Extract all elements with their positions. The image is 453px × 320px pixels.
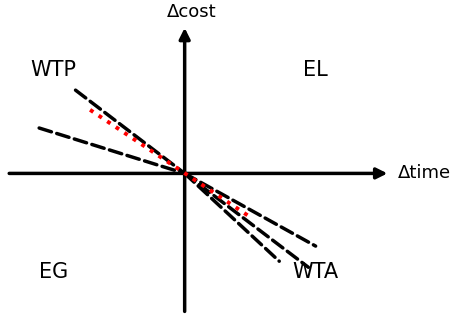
Text: WTP: WTP <box>31 60 77 81</box>
Text: Δcost: Δcost <box>167 3 217 20</box>
Text: EG: EG <box>39 262 68 282</box>
Text: EL: EL <box>303 60 328 81</box>
Text: WTA: WTA <box>293 262 339 282</box>
Text: Δtime: Δtime <box>397 164 451 182</box>
